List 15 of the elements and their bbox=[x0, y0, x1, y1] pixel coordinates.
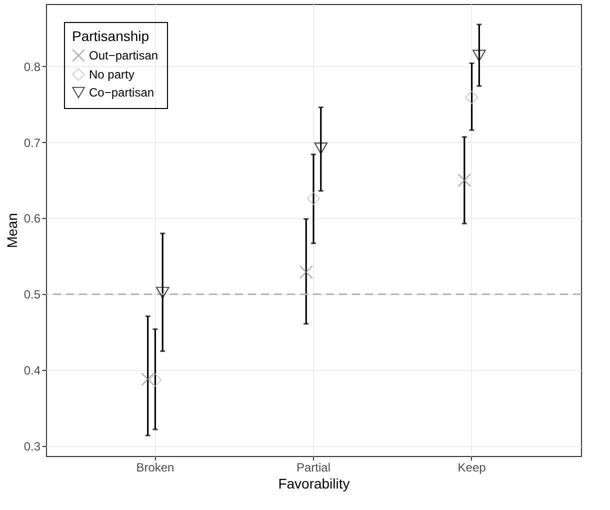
x-axis-title: Favorability bbox=[278, 476, 350, 492]
y-tick-label: 0.3 bbox=[24, 440, 41, 454]
y-tick-label: 0.5 bbox=[24, 288, 41, 302]
x-tick-label: Keep bbox=[458, 460, 486, 474]
y-tick-label: 0.4 bbox=[24, 364, 41, 378]
y-tick-label: 0.8 bbox=[24, 60, 41, 74]
y-tick-label: 0.7 bbox=[24, 136, 41, 150]
legend-label: Co−partisan bbox=[89, 86, 154, 100]
legend-title: Partisanship bbox=[72, 28, 150, 44]
y-axis-title: Mean bbox=[4, 212, 20, 248]
y-tick-label: 0.6 bbox=[24, 212, 41, 226]
legend-label: Out−partisan bbox=[89, 48, 158, 62]
x-tick-label: Broken bbox=[136, 460, 174, 474]
x-tick-label: Partial bbox=[296, 460, 331, 474]
legend-label: No party bbox=[89, 68, 134, 82]
